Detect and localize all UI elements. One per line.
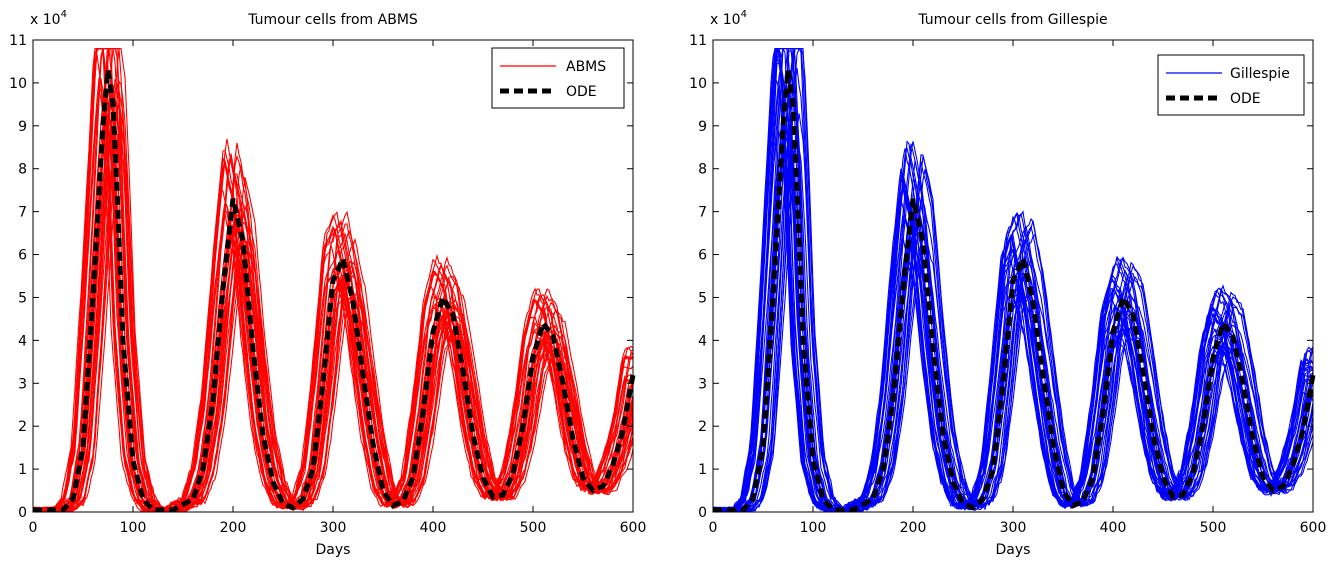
x-tick-label: 0 (709, 520, 718, 536)
x-tick-label: 300 (1000, 520, 1027, 536)
ticks-layer: 0 100 200 300 400 500 600 0 1 2 3 4 5 6 7 8 9 10 11 (689, 33, 1326, 536)
x-tick-label: 200 (220, 520, 247, 536)
realisation-line (712, 65, 1314, 513)
realisation-line (32, 48, 634, 512)
y-tick-label: 7 (18, 205, 27, 221)
realisation-line (32, 89, 634, 512)
y-tick-label: 8 (698, 162, 707, 178)
x-tick-label: 500 (520, 520, 547, 536)
y-tick-label: 8 (18, 162, 27, 178)
legend-label-abms: ABMS (566, 59, 606, 75)
realisation-line (712, 133, 1314, 512)
y-tick-label: 11 (689, 33, 707, 49)
x-tick-label: 600 (1300, 520, 1327, 536)
y-tick-label: 11 (9, 33, 27, 49)
y-tick-label: 3 (698, 376, 707, 392)
y-tick-label: 4 (698, 333, 707, 349)
realisation-line (32, 80, 634, 513)
y-tick-label: 9 (18, 119, 27, 135)
y-multiplier-label: x 104 (30, 9, 67, 28)
y-tick-label: 1 (18, 462, 27, 478)
y-tick-label: 5 (18, 290, 27, 306)
x-axis-label: Days (316, 542, 351, 558)
y-tick-label: 9 (698, 119, 707, 135)
y-tick-label: 1 (698, 462, 707, 478)
ode-line (33, 69, 636, 513)
legend: ABMS ODE (491, 47, 625, 109)
x-tick-label: 600 (620, 520, 647, 536)
ode-line (713, 69, 1316, 513)
series-layer (32, 48, 636, 513)
x-tick-label: 400 (1100, 520, 1127, 536)
legend: Gillespie ODE (1157, 54, 1305, 116)
x-tick-label: 100 (800, 520, 827, 536)
x-tick-label: 500 (1200, 520, 1227, 536)
realisation-line (32, 48, 634, 513)
y-tick-label: 6 (698, 248, 707, 264)
legend-label-ode: ODE (1230, 91, 1261, 107)
x-tick-label: 200 (900, 520, 927, 536)
y-tick-label: 3 (18, 376, 27, 392)
chart-title: Tumour cells from ABMS (247, 12, 418, 28)
y-tick-label: 0 (698, 505, 707, 521)
y-multiplier-label: x 104 (710, 9, 747, 28)
legend-box (491, 47, 625, 109)
x-tick-label: 0 (29, 520, 38, 536)
ticks-layer: 0 100 200 300 400 500 600 0 1 2 3 4 5 6 7 8 9 10 11 (9, 33, 646, 536)
realisation-line (713, 67, 1314, 513)
legend-label-ode: ODE (566, 84, 597, 100)
y-tick-label: 10 (689, 76, 707, 92)
chart-abms: x 104 Tumour cells from ABMS 0 100 200 300 4… (9, 9, 646, 558)
x-axis-label: Days (996, 542, 1031, 558)
x-tick-label: 400 (420, 520, 447, 536)
realisation-line (712, 48, 1314, 513)
x-tick-label: 300 (320, 520, 347, 536)
y-tick-label: 6 (18, 248, 27, 264)
chart-gillespie: x 104 Tumour cells from Gillespie 0 100 20… (689, 9, 1326, 558)
y-tick-label: 5 (698, 290, 707, 306)
chart-title: Tumour cells from Gillespie (917, 12, 1107, 28)
y-tick-label: 0 (18, 505, 27, 521)
realisation-line (32, 48, 634, 513)
y-tick-label: 4 (18, 333, 27, 349)
realisation-line (32, 54, 634, 512)
y-tick-label: 7 (698, 205, 707, 221)
series-layer (712, 47, 1316, 513)
realisation-line (712, 56, 1314, 512)
y-tick-label: 10 (9, 76, 27, 92)
y-tick-label: 2 (18, 419, 27, 435)
y-tick-label: 2 (698, 419, 707, 435)
realisation-line (712, 72, 1314, 513)
legend-box (1157, 54, 1305, 116)
realisation-line (32, 78, 634, 512)
legend-label-gillespie: Gillespie (1230, 66, 1290, 82)
x-tick-label: 100 (120, 520, 147, 536)
